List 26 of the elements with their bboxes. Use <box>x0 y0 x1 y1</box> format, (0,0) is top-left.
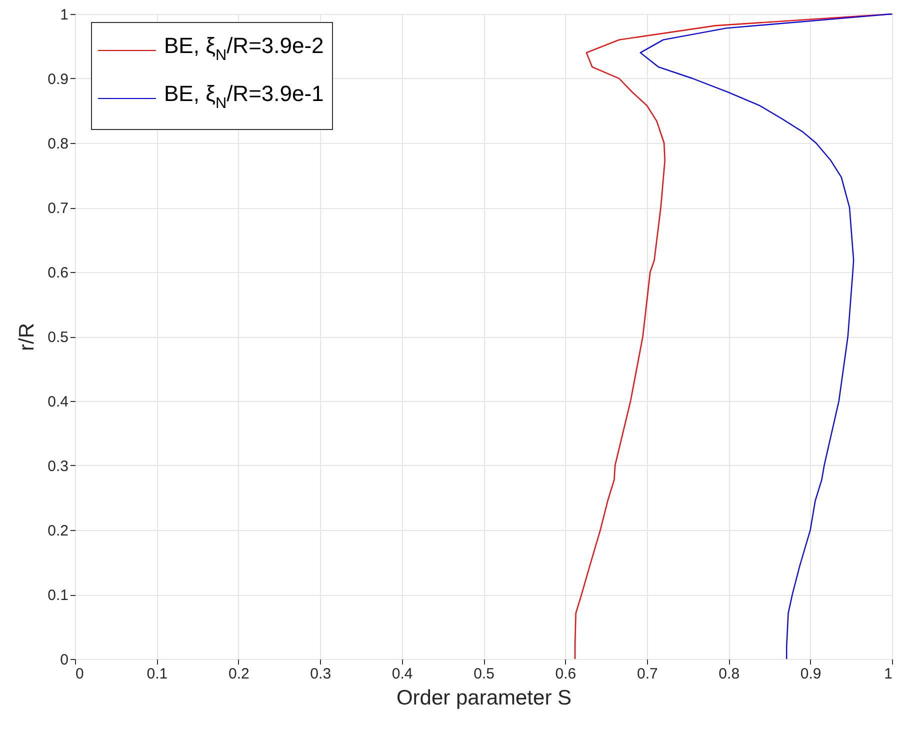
y-axis-title: r/R <box>16 323 39 351</box>
y-tick-label: 0.6 <box>48 264 68 282</box>
x-axis-title: Order parameter S <box>396 686 572 710</box>
y-tick-label: 0.2 <box>48 522 68 540</box>
x-tick-label: 0.9 <box>800 666 822 682</box>
x-tick-label: 0 <box>76 666 84 682</box>
x-tick-label: 0.2 <box>228 666 250 682</box>
y-tick-label: 0.7 <box>48 200 68 217</box>
x-tick-label: 0.1 <box>146 666 168 682</box>
y-tick-label: 0.8 <box>48 136 68 152</box>
x-tick-label: 1 <box>884 666 892 682</box>
x-tick-label: 0.6 <box>555 666 576 682</box>
y-tick-label: 0.4 <box>48 394 68 410</box>
x-tick-label: 0.8 <box>718 666 740 682</box>
y-tick-label: 1 <box>60 6 68 24</box>
y-tick-label: 0.1 <box>48 587 68 604</box>
x-tick-label: 0.4 <box>392 666 413 682</box>
y-tick-label: 0.3 <box>48 458 68 475</box>
x-tick-label: 0.3 <box>310 666 332 682</box>
legend-label: BE, ξ$_{N}$/R=3.9e-2 <box>164 32 324 66</box>
x-tick-label: 0.5 <box>474 666 494 682</box>
y-tick-label: 0.5 <box>48 329 68 346</box>
y-tick-label: 0.9 <box>48 71 68 88</box>
y-tick-label: 0 <box>60 652 68 668</box>
legend-label: BE, ξ$_{N}$/R=3.9e-1 <box>164 80 324 114</box>
x-tick-label: 0.7 <box>636 666 658 682</box>
